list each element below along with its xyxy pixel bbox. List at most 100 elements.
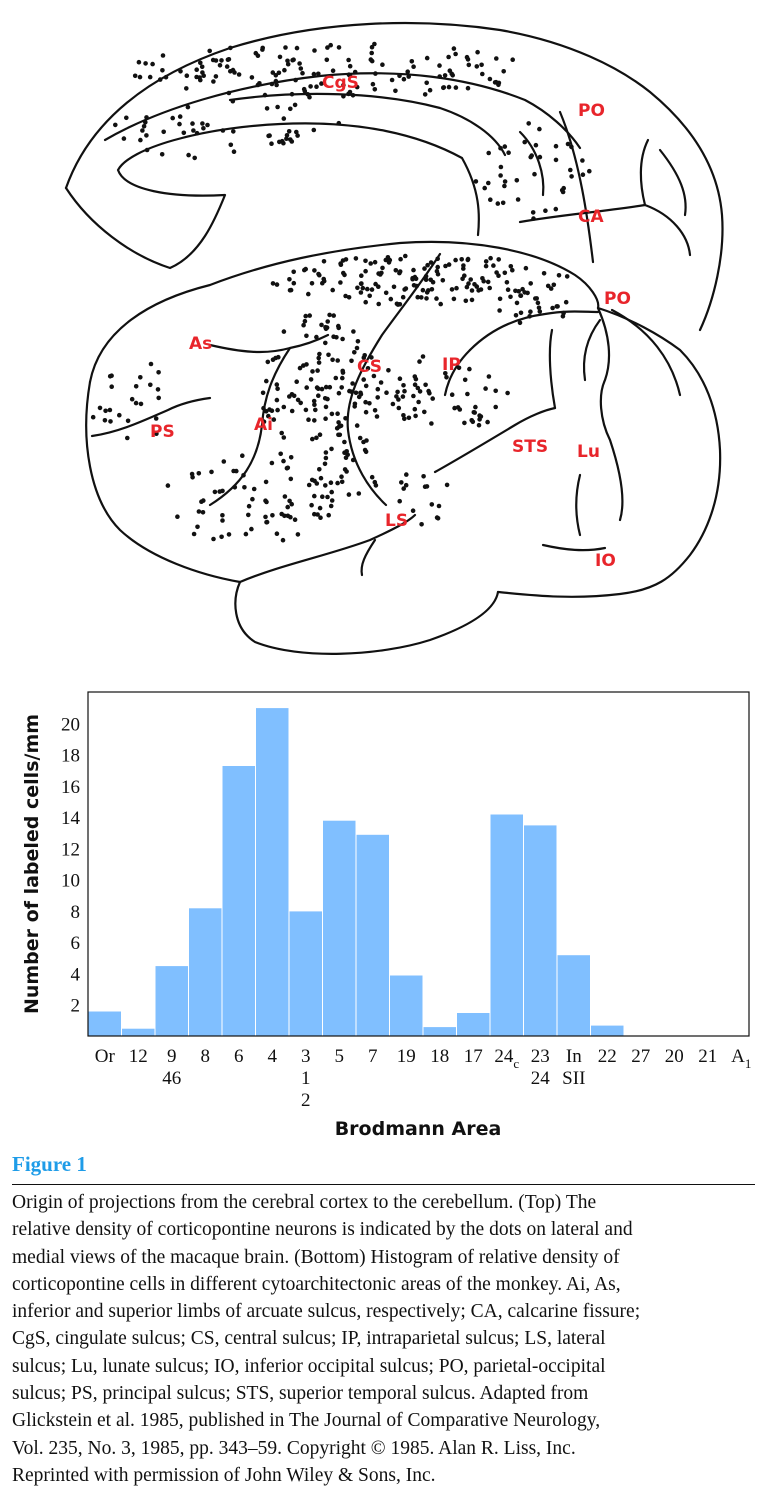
density-dot — [446, 262, 452, 267]
density-dot — [383, 290, 389, 296]
density-dot — [424, 290, 430, 295]
figure-label: Figure 1 — [12, 1152, 87, 1176]
density-dot — [190, 121, 195, 126]
density-dot — [515, 197, 521, 202]
occipital-inner — [610, 308, 682, 397]
density-dot — [403, 482, 409, 488]
density-dot — [420, 287, 426, 293]
density-dot — [378, 380, 384, 385]
density-dot — [241, 473, 246, 478]
density-dot — [319, 81, 324, 86]
density-dot — [304, 385, 310, 390]
density-dot — [154, 431, 159, 437]
density-dot — [289, 408, 295, 414]
superior-temporal — [433, 406, 557, 474]
density-dot — [488, 197, 493, 202]
density-dot — [346, 295, 352, 300]
density-dot — [429, 421, 434, 426]
density-dot — [138, 401, 144, 407]
density-dot — [457, 407, 463, 412]
density-dot — [530, 210, 536, 215]
density-dot — [320, 494, 325, 500]
density-dot — [314, 334, 319, 340]
density-dot — [518, 310, 524, 316]
x-tick-label: 24c — [494, 1046, 519, 1071]
density-dot — [423, 277, 429, 283]
density-dot — [485, 419, 490, 425]
x-tick-label: 27 — [631, 1046, 650, 1067]
density-dot — [368, 261, 374, 266]
bar-23-24 — [523, 824, 558, 1037]
x-tick-label: 7 — [368, 1046, 378, 1067]
density-dot — [372, 41, 377, 47]
density-dot — [255, 82, 261, 88]
density-dot — [437, 74, 443, 79]
density-dot — [395, 302, 401, 307]
density-dot — [526, 121, 531, 126]
density-dot — [249, 75, 255, 80]
label-ai: Ai — [254, 415, 273, 435]
density-dot — [317, 432, 323, 438]
density-dot — [523, 265, 529, 271]
density-dot — [309, 281, 315, 286]
density-dot — [282, 513, 287, 519]
density-dot — [413, 276, 419, 282]
density-dot — [369, 44, 375, 50]
density-dot — [555, 304, 560, 309]
density-dot — [461, 263, 466, 268]
density-dot — [317, 505, 323, 511]
density-dot — [365, 286, 370, 292]
density-dot — [373, 281, 378, 287]
x-tick-label: 9 — [167, 1046, 177, 1067]
density-dot — [358, 281, 364, 287]
density-dot — [352, 404, 358, 409]
density-dot — [463, 298, 469, 304]
density-dot — [228, 69, 233, 74]
label-sts: STS — [512, 437, 548, 457]
density-dot — [196, 509, 202, 514]
density-dot — [426, 388, 431, 394]
density-dot — [314, 435, 319, 441]
density-dot — [220, 513, 225, 518]
density-dot — [340, 368, 346, 374]
density-dot — [284, 136, 289, 141]
density-dot — [495, 201, 501, 206]
density-dot — [297, 61, 302, 66]
x-tick-label: In — [566, 1046, 582, 1067]
density-dot — [347, 89, 353, 95]
density-dot — [137, 74, 143, 80]
density-dot — [340, 336, 345, 342]
caption-line: medial views of the macaque brain. (Bott… — [12, 1246, 620, 1268]
density-dot — [346, 72, 352, 77]
density-dot — [466, 281, 471, 286]
density-dot — [246, 503, 252, 509]
density-dot — [330, 68, 336, 73]
density-dot — [493, 79, 499, 85]
density-dot — [501, 69, 507, 74]
density-dot — [319, 322, 324, 328]
density-dot — [517, 320, 523, 326]
density-dot — [424, 55, 430, 61]
density-dot — [306, 482, 312, 488]
density-dot — [355, 285, 360, 291]
arcuate-superior — [208, 333, 330, 354]
density-dot — [397, 73, 402, 79]
density-dot — [514, 300, 520, 306]
density-dot — [329, 498, 335, 503]
density-dot — [124, 115, 129, 121]
density-dot — [474, 64, 480, 69]
density-dot — [370, 81, 376, 87]
density-dot — [133, 400, 139, 406]
density-dot — [435, 256, 441, 262]
density-dot — [347, 63, 353, 69]
density-dot — [224, 64, 230, 69]
density-dot — [327, 384, 333, 390]
density-dot — [308, 84, 313, 89]
density-dot — [347, 388, 352, 394]
density-dot — [528, 281, 533, 286]
density-dot — [351, 329, 356, 334]
density-dot — [306, 417, 311, 423]
density-dot — [160, 53, 166, 58]
density-dot — [350, 381, 355, 386]
